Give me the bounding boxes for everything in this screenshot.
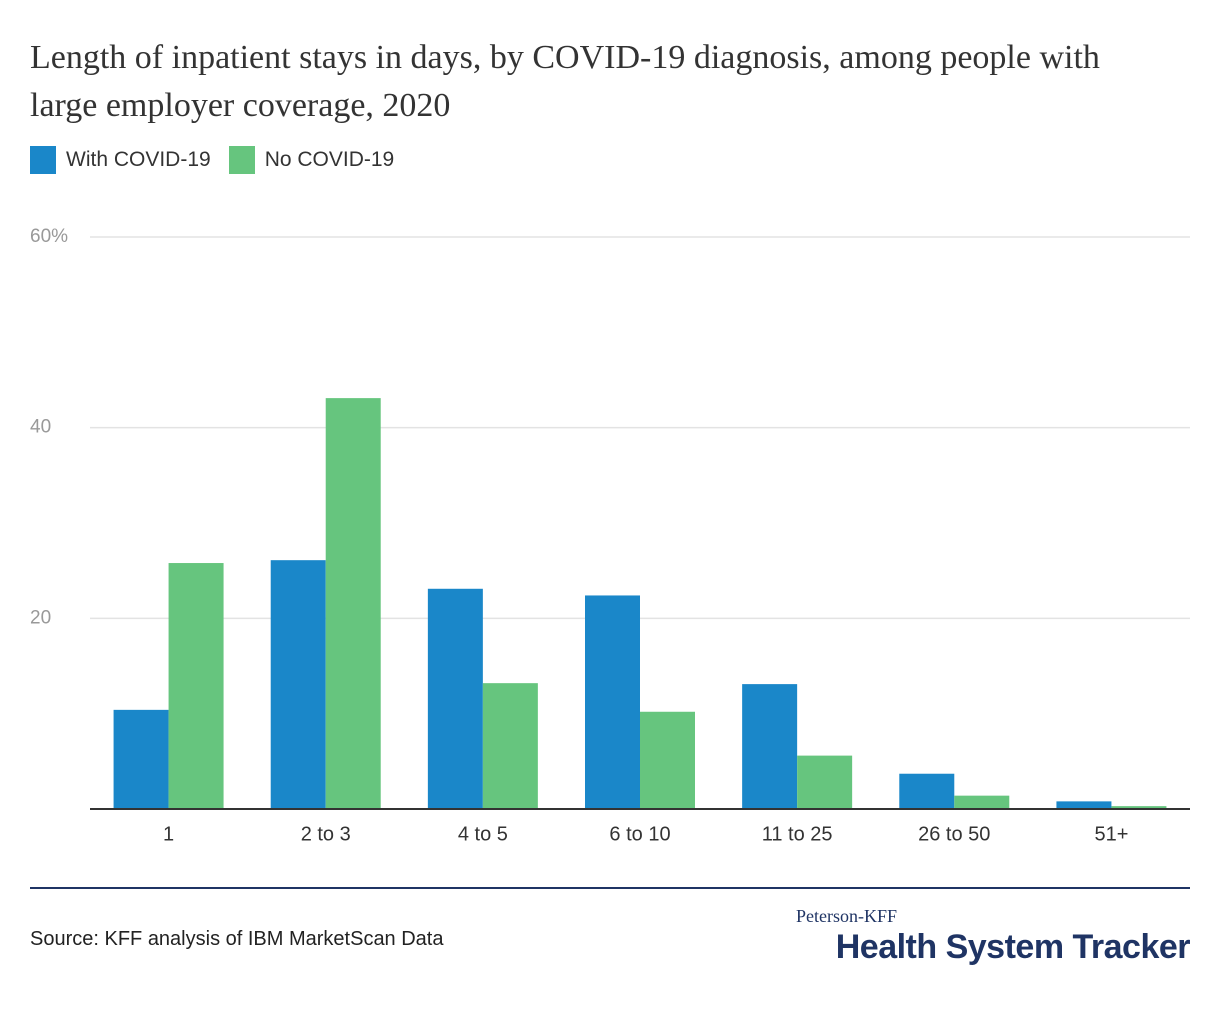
bar — [1056, 801, 1112, 809]
x-tick-label: 51+ — [1094, 823, 1128, 845]
bar — [270, 560, 326, 809]
x-tick-label: 6 to 10 — [609, 823, 670, 845]
x-tick-label: 4 to 5 — [458, 823, 508, 845]
bar — [325, 398, 381, 809]
source: Source: KFF analysis of IBM MarketScan D… — [30, 928, 444, 950]
chart-title: Length of inpatient stays in days, by CO… — [30, 39, 1100, 124]
legend-item: No COVID-19 — [228, 146, 395, 174]
bar — [640, 711, 695, 809]
bar — [899, 773, 955, 809]
legend-swatch — [228, 146, 255, 174]
legend-item: With COVID-19 — [30, 146, 211, 174]
logo-main: Health System Tracker — [835, 928, 1191, 966]
x-tick-label: 11 to 25 — [762, 823, 833, 845]
y-tick-label: 40 — [30, 417, 51, 438]
y-tick-label: 20 — [30, 607, 51, 628]
x-tick-label: 1 — [163, 823, 174, 845]
bar — [168, 563, 224, 809]
bar — [482, 683, 538, 809]
x-tick-label: 2 to 3 — [301, 823, 351, 845]
bar — [585, 595, 640, 809]
legend-swatch — [30, 146, 56, 174]
bar — [954, 795, 1010, 809]
y-tick-label: 60% — [30, 226, 68, 247]
legend-label: With COVID-19 — [66, 148, 211, 171]
bar — [427, 588, 483, 809]
legend: With COVID-19 No COVID-19 — [30, 146, 394, 174]
bar — [1111, 806, 1167, 809]
x-tick-label: 26 to 50 — [918, 823, 990, 845]
bar — [113, 709, 169, 809]
legend-label: No COVID-19 — [264, 148, 395, 171]
logo-top: Peterson-KFF — [796, 906, 898, 926]
bar — [742, 684, 798, 809]
bar — [797, 755, 853, 809]
